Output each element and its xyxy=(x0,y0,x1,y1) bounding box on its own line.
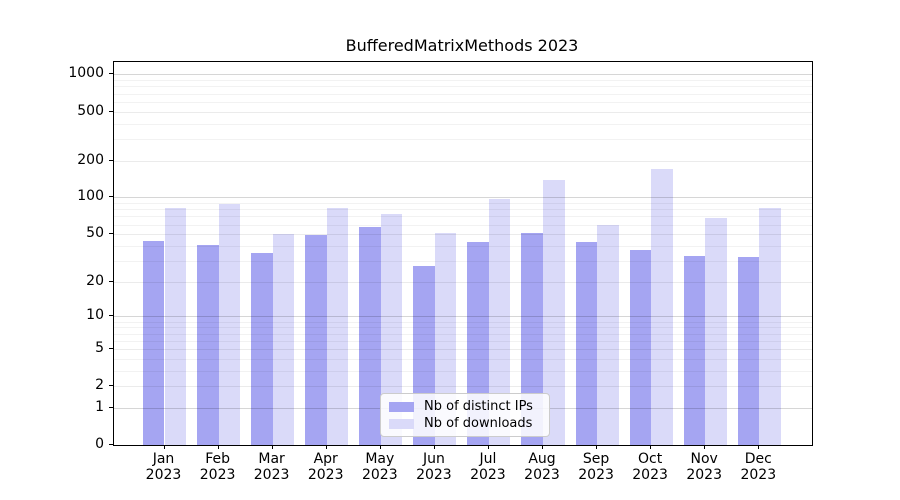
y-tick-label: 500 xyxy=(77,102,104,119)
bar-distinct-ips xyxy=(521,233,543,445)
legend-swatch-distinct-ips xyxy=(389,401,414,412)
x-tick-label: Jan 2023 xyxy=(145,451,182,483)
gridline-minor xyxy=(114,86,812,88)
x-tick-mark xyxy=(217,445,219,449)
y-tick-label: 20 xyxy=(86,272,104,289)
x-tick-label: Sep 2023 xyxy=(578,451,614,483)
x-tick-label: Dec 2023 xyxy=(740,451,777,483)
x-tick-label: Feb 2023 xyxy=(199,451,236,483)
gridline-minor xyxy=(114,101,812,103)
legend-swatch-downloads xyxy=(389,418,414,429)
y-tick-label: 2 xyxy=(95,377,104,394)
legend-item-downloads: Nb of downloads xyxy=(389,416,541,431)
y-tick-mark xyxy=(109,280,113,282)
bar-downloads xyxy=(272,234,295,445)
bar-distinct-ips xyxy=(629,249,652,445)
bar-downloads xyxy=(434,233,457,445)
gridline-minor xyxy=(114,138,812,140)
bar-downloads xyxy=(651,169,673,445)
bar-downloads xyxy=(597,225,619,445)
x-tick-mark xyxy=(325,445,327,449)
y-tick-mark xyxy=(109,110,113,112)
gridline-major xyxy=(114,74,812,76)
plot-area xyxy=(113,61,813,446)
y-tick-mark xyxy=(109,385,113,387)
y-tick-mark xyxy=(109,406,113,408)
y-tick-mark xyxy=(109,444,113,445)
y-tick-label: 1000 xyxy=(68,65,104,82)
y-tick-label: 100 xyxy=(77,188,104,205)
legend-label-downloads: Nb of downloads xyxy=(424,416,533,431)
gridline-major xyxy=(114,197,812,199)
x-tick-label: Aug 2023 xyxy=(524,451,560,483)
bar-distinct-ips xyxy=(359,227,381,445)
x-tick-mark xyxy=(542,445,543,449)
y-tick-label: 200 xyxy=(77,151,104,168)
x-tick-label: Oct 2023 xyxy=(632,451,668,483)
y-tick-mark xyxy=(109,159,113,161)
bar-distinct-ips xyxy=(683,255,706,445)
bar-distinct-ips xyxy=(575,242,598,445)
gridline xyxy=(114,160,812,162)
bar-downloads xyxy=(164,208,187,445)
x-tick-label: Jul 2023 xyxy=(470,451,506,483)
gridline-minor xyxy=(114,93,812,95)
x-tick-mark xyxy=(650,445,652,449)
x-tick-mark xyxy=(596,445,598,449)
x-tick-label: Jun 2023 xyxy=(416,451,452,483)
bar-downloads xyxy=(488,198,511,445)
y-tick-mark xyxy=(109,233,113,235)
bar-downloads xyxy=(326,208,349,445)
x-tick-mark xyxy=(433,445,435,449)
y-tick-label: 1 xyxy=(95,398,104,415)
gridline-minor xyxy=(114,80,812,81)
bar-downloads xyxy=(543,179,565,445)
bar-downloads xyxy=(380,214,403,445)
bar-distinct-ips xyxy=(737,257,760,445)
x-tick-label: May 2023 xyxy=(361,451,398,483)
x-tick-mark xyxy=(163,445,165,449)
bar-downloads xyxy=(218,203,241,445)
x-tick-label: Nov 2023 xyxy=(686,451,722,483)
gridline-minor xyxy=(114,123,812,125)
x-tick-mark xyxy=(758,445,760,449)
legend-label-distinct-ips: Nb of distinct IPs xyxy=(424,399,533,414)
bar-distinct-ips xyxy=(305,235,327,445)
x-tick-mark xyxy=(271,445,273,449)
bar-distinct-ips xyxy=(142,240,165,445)
y-tick-label: 0 xyxy=(95,436,104,452)
y-tick-mark xyxy=(109,347,113,349)
y-tick-label: 10 xyxy=(86,307,104,324)
legend-item-distinct-ips: Nb of distinct IPs xyxy=(389,399,541,414)
y-tick-label: 50 xyxy=(86,225,104,242)
y-tick-mark xyxy=(109,196,113,198)
y-tick-mark xyxy=(109,73,113,75)
y-tick-label: 5 xyxy=(95,339,104,356)
x-tick-mark xyxy=(704,445,706,449)
legend: Nb of distinct IPs Nb of downloads xyxy=(380,393,550,437)
x-tick-label: Apr 2023 xyxy=(307,451,344,483)
x-tick-mark xyxy=(487,445,489,449)
chart-title: BufferedMatrixMethods 2023 xyxy=(345,36,579,55)
bar-downloads xyxy=(759,208,781,445)
bar-distinct-ips xyxy=(251,252,273,445)
bar-distinct-ips xyxy=(197,244,219,445)
x-tick-mark xyxy=(379,445,381,449)
y-tick-mark xyxy=(109,315,113,317)
gridline xyxy=(114,111,812,113)
bar-downloads xyxy=(705,217,727,445)
x-tick-label: Mar 2023 xyxy=(253,451,290,483)
